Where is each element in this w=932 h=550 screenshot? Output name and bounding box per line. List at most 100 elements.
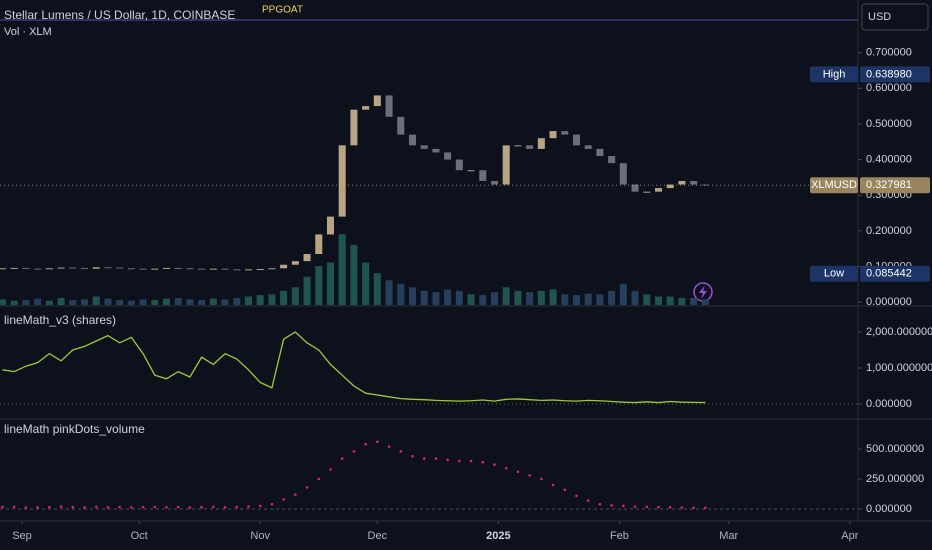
line-series	[2, 331, 706, 404]
volume-bar	[233, 297, 241, 305]
candle-body	[502, 145, 510, 185]
candle-body	[291, 261, 299, 265]
candle-body	[34, 268, 42, 270]
candle-body	[256, 269, 264, 271]
volume-bar	[315, 266, 323, 305]
volume-bar	[221, 299, 229, 305]
dot	[411, 454, 414, 458]
volume-bar	[584, 293, 592, 305]
y-tick-label: 1,000.000000	[866, 362, 932, 374]
x-tick-label: 2025	[486, 530, 510, 542]
dot	[598, 502, 602, 506]
candle-body	[572, 134, 580, 146]
candle-body	[69, 267, 77, 269]
dot	[235, 505, 239, 509]
dot	[188, 506, 192, 509]
dot	[504, 466, 508, 470]
volume-bar	[256, 295, 264, 305]
volume-bar	[10, 300, 18, 305]
volume-bar	[162, 298, 171, 305]
candle-body	[45, 268, 53, 270]
dot	[118, 505, 121, 509]
candle-body	[467, 170, 475, 172]
dot	[633, 505, 637, 508]
volume-bar	[127, 300, 135, 305]
dot	[493, 463, 496, 466]
volume-bar	[22, 300, 30, 305]
volume-bar	[0, 299, 7, 305]
y-tick-label: 0.600000	[866, 82, 912, 94]
y-tick-label: 0.400000	[866, 153, 912, 165]
candle-body	[268, 268, 276, 270]
candle-body	[432, 148, 440, 153]
y-tick-label: 0.000000	[866, 503, 912, 515]
volume-bar	[350, 244, 358, 305]
pane: 0.000000 1,000.000000 2,000.000000	[0, 326, 932, 410]
volume-bar	[385, 280, 393, 305]
dot	[586, 499, 590, 502]
dot	[270, 502, 274, 506]
candle-body	[198, 268, 206, 270]
volume-bar	[619, 283, 627, 305]
candle-body	[315, 234, 323, 255]
volume-bar	[198, 300, 206, 305]
dot	[59, 505, 63, 508]
volume-bar	[397, 283, 405, 305]
volume-bar	[444, 289, 452, 305]
candle-body	[362, 106, 370, 110]
volume-bar	[303, 276, 311, 305]
y-tick-label: 0.500000	[866, 118, 912, 130]
x-tick-label: Dec	[368, 530, 388, 542]
dot	[24, 506, 28, 509]
dot	[622, 504, 625, 508]
dot	[212, 505, 215, 509]
candle-body	[116, 267, 124, 269]
candle-body	[92, 267, 100, 269]
low-label-name-box	[810, 265, 858, 282]
candle-body	[80, 267, 89, 269]
volume-bar	[643, 294, 651, 305]
currency-button[interactable]	[861, 3, 929, 31]
volume-bar	[479, 295, 487, 305]
volume-bar	[701, 299, 709, 305]
last-label-name: XLMUSD	[811, 179, 857, 191]
volume-bar	[104, 298, 112, 305]
dot	[223, 505, 227, 509]
high-label-box	[860, 66, 930, 83]
candle-body	[151, 268, 159, 270]
volume-label: Vol · XLM	[4, 26, 52, 38]
candle-body	[584, 145, 592, 149]
dot	[1, 505, 4, 509]
candle-body	[139, 268, 147, 270]
volume-bar	[92, 296, 100, 305]
candle-body	[537, 138, 545, 149]
pane: 0.000000 250.000000 500.000000 Sep Oct Nov Dec…	[0, 440, 924, 542]
volume-bar	[467, 294, 475, 305]
currency-label[interactable]: USD	[868, 11, 891, 23]
dot	[12, 505, 16, 509]
dot	[305, 486, 309, 489]
dot	[258, 504, 262, 508]
dot	[692, 506, 695, 510]
dot	[481, 460, 485, 464]
dot	[141, 505, 145, 509]
candle-body	[303, 254, 311, 262]
volume-bar	[455, 290, 463, 305]
volume-bar	[80, 299, 89, 305]
dot	[247, 505, 250, 508]
candle-body	[244, 269, 253, 271]
volume-bar	[244, 296, 253, 305]
candle-body	[643, 191, 651, 193]
volume-bar	[502, 287, 510, 305]
dot	[563, 488, 567, 492]
pane-title: lineMath_v3 (shares)	[4, 313, 116, 327]
dot	[446, 458, 449, 462]
volume-bar	[280, 290, 288, 305]
bolt[interactable]	[699, 285, 707, 299]
candle-body	[666, 184, 674, 189]
dot	[83, 506, 86, 509]
volume-bar	[362, 262, 370, 305]
dot	[516, 470, 520, 474]
volume-bar	[291, 287, 299, 305]
